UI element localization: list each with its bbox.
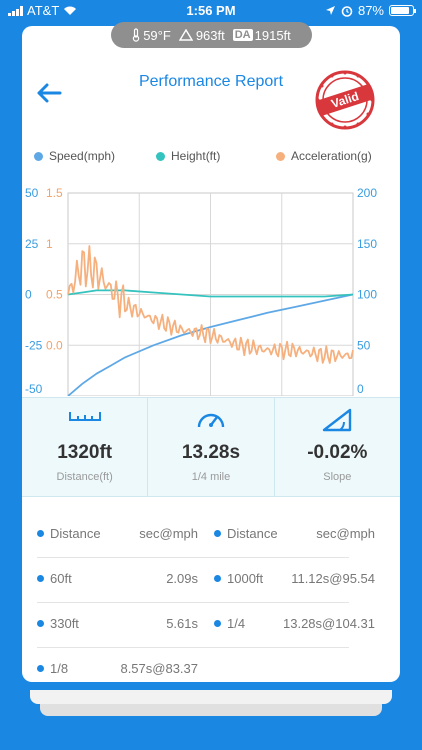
performance-chart: 50 25 0 -25 -50 1.5 1 0.5 0.0 200 150 100 50 0 <box>25 186 377 396</box>
summary-stats: 1320ft Distance(ft) 13.28s 1/4 mile -0.0… <box>22 397 400 497</box>
legend-label-acceleration: Acceleration(g) <box>291 149 372 163</box>
row-divider <box>37 647 349 648</box>
ruler-icon <box>68 412 101 421</box>
legend-dot-acceleration <box>276 151 285 161</box>
splits-row: 330ft 5.61s 1/4 13.28s@104.31 <box>22 616 400 636</box>
splits-header-left: Distance <box>37 526 101 541</box>
y-tick-label-left-orange: 1.5 <box>46 186 63 200</box>
splits-header-name: Distance <box>227 526 278 541</box>
bullet-dot <box>37 665 44 672</box>
bullet-dot <box>214 575 221 582</box>
y-tick-label-left-orange: 0.0 <box>46 338 63 352</box>
status-time: 1:56 PM <box>186 3 236 18</box>
mountain-icon <box>178 29 193 41</box>
height-series-line <box>67 289 354 298</box>
splits-row: 60ft 2.09s 1000ft 11.12s@95.54 <box>22 571 400 591</box>
legend-label-speed: Speed(mph) <box>49 149 116 163</box>
split-name: 60ft <box>37 571 72 586</box>
y-tick-label-left-orange: 1 <box>46 237 53 251</box>
back-arrow-icon <box>37 83 62 103</box>
weather-conditions-pill: 59°F 963ft DA 1915ft <box>111 22 312 48</box>
split-name: 1/4 <box>214 616 245 631</box>
battery-percent: 87% <box>357 3 384 18</box>
stat-slope-label: Slope <box>323 471 352 483</box>
bullet-dot <box>214 620 221 627</box>
status-bar: AT&T 1:56 PM 87% <box>0 0 422 22</box>
split-name-text: 1/8 <box>50 661 69 676</box>
slope-icon <box>323 408 352 432</box>
row-divider <box>37 602 349 603</box>
y-tick-label-right: 50 <box>357 338 371 352</box>
thermometer-icon <box>133 28 140 42</box>
splits-header-value: sec@mph <box>139 526 198 541</box>
y-tick-label-left-blue: 50 <box>25 186 39 200</box>
row-divider <box>37 557 349 558</box>
stat-distance-label: Distance(ft) <box>56 471 113 483</box>
alarm-icon <box>341 5 353 17</box>
acceleration-series-line <box>67 245 354 364</box>
temperature-value: 59°F <box>143 27 171 43</box>
split-name: 1000ft <box>214 571 263 586</box>
splits-row: 1/8 8.57s@83.37 <box>22 661 400 681</box>
stat-quarter-mile-value: 13.28s <box>181 442 241 463</box>
legend-dot-speed <box>34 151 43 161</box>
split-name-text: 330ft <box>50 616 79 631</box>
y-tick-label-right: 100 <box>357 288 377 302</box>
split-name-text: 60ft <box>50 571 72 586</box>
split-value: 11.12s@95.54 <box>291 571 375 586</box>
y-tick-label-left-blue: 0 <box>25 288 32 302</box>
bullet-dot <box>37 575 44 582</box>
y-tick-label-left-orange: 0.5 <box>46 288 63 302</box>
stat-distance: 1320ft Distance(ft) <box>22 398 149 496</box>
signal-icon <box>8 5 23 16</box>
stat-quarter-mile: 13.28s 1/4 mile <box>148 398 275 496</box>
stat-slope: -0.02% Slope <box>275 398 400 496</box>
splits-header-value: sec@mph <box>316 526 375 541</box>
y-tick-label-left-blue: -25 <box>25 338 43 352</box>
bullet-dot <box>37 530 44 537</box>
split-name: 330ft <box>37 616 79 631</box>
density-altitude-value: 1915ft <box>254 27 291 43</box>
density-altitude-badge: DA <box>232 29 253 41</box>
y-tick-label-right: 200 <box>357 186 377 200</box>
split-name-text: 1/4 <box>227 616 246 631</box>
card-stack-shadow <box>30 690 392 704</box>
splits-header-name: Distance <box>50 526 101 541</box>
y-tick-label-left-blue: -50 <box>25 382 43 396</box>
stat-distance-value: 1320ft <box>57 442 113 463</box>
wifi-icon <box>64 6 77 15</box>
stat-quarter-mile-label: 1/4 mile <box>191 471 231 483</box>
performance-report-card: Performance Report Valid Speed(mph) Heig… <box>22 26 400 682</box>
location-arrow-icon <box>325 6 335 15</box>
page-title: Performance Report <box>138 73 284 90</box>
legend-item-height: Height(ft) <box>156 149 220 163</box>
legend-label-height: Height(ft) <box>171 149 221 163</box>
legend-item-speed: Speed(mph) <box>34 149 115 163</box>
split-value: 5.61s <box>166 616 198 631</box>
carrier-label: AT&T <box>27 3 60 18</box>
split-value: 2.09s <box>166 571 198 586</box>
legend-item-acceleration: Acceleration(g) <box>276 149 372 163</box>
valid-stamp-icon: Valid <box>315 70 375 130</box>
chart-legend: Speed(mph) Height(ft) Acceleration(g) <box>22 149 400 165</box>
back-button[interactable] <box>34 78 64 108</box>
splits-header-row: Distance sec@mph Distance sec@mph <box>22 526 400 546</box>
battery-icon <box>389 5 416 16</box>
splits-header-right: Distance <box>214 526 278 541</box>
bullet-dot <box>214 530 221 537</box>
elevation-value: 963ft <box>195 27 225 43</box>
bullet-dot <box>37 620 44 627</box>
split-name: 1/8 <box>37 661 68 676</box>
split-value: 13.28s@104.31 <box>283 616 375 631</box>
y-tick-label-left-blue: 25 <box>25 237 39 251</box>
card-stack-shadow-back <box>40 702 382 716</box>
speed-series-line <box>67 293 354 396</box>
legend-dot-height <box>156 151 165 161</box>
speedometer-icon <box>197 413 225 428</box>
split-name-text: 1000ft <box>227 571 264 586</box>
split-value: 8.57s@83.37 <box>120 661 198 676</box>
stat-slope-value: -0.02% <box>307 442 368 463</box>
y-tick-label-right: 0 <box>357 382 364 396</box>
y-tick-label-right: 150 <box>357 237 377 251</box>
